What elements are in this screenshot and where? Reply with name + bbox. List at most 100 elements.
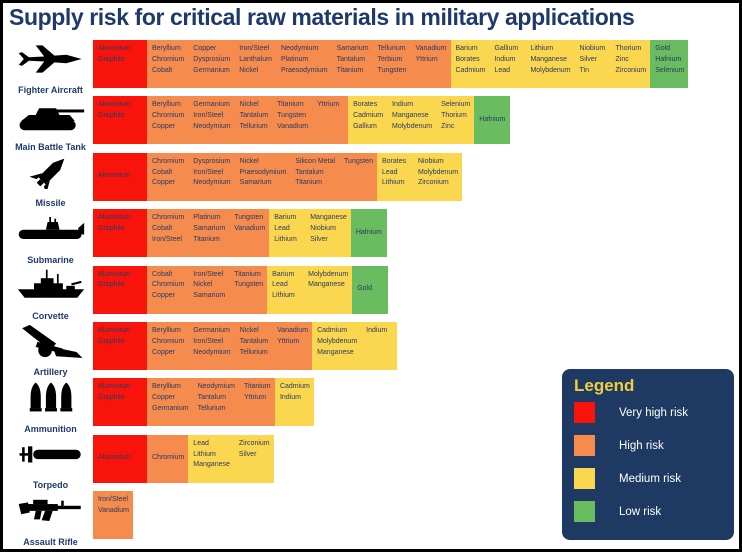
material-column: Indium Manganese Molybdenum bbox=[387, 96, 436, 133]
material-item: Samarium bbox=[193, 292, 226, 300]
material-column: Selenium Thorium Zinc bbox=[436, 96, 474, 133]
material-item: Lead bbox=[381, 168, 398, 176]
material-item: Lithium bbox=[272, 292, 295, 300]
material-item: Lead bbox=[193, 439, 209, 447]
material-column: Borates Cadmium Gallium bbox=[348, 96, 387, 133]
material-item: Selenium bbox=[655, 66, 685, 74]
material-item: Lead bbox=[274, 225, 290, 233]
material-item: Chromium bbox=[152, 337, 185, 345]
material-column: Germanium Iron/Steel Neodymium bbox=[188, 322, 234, 359]
material-item: Cobalt bbox=[152, 225, 173, 233]
low-risk-block: Hafnium bbox=[474, 96, 511, 145]
material-item: Manganese bbox=[530, 55, 568, 63]
material-column: Beryllium Copper Germanium bbox=[147, 378, 193, 415]
medium-risk-block: Borates Cadmium Gallium Indium Manganese Moly… bbox=[348, 96, 475, 145]
material-item: Cadmium bbox=[353, 112, 384, 120]
very_high-risk-block: Aluminium Graphite bbox=[93, 378, 147, 427]
equipment-icon-cell: Assault Rifle bbox=[8, 491, 93, 547]
material-item: Neodymium bbox=[197, 383, 235, 391]
material-item: Lead bbox=[494, 66, 511, 74]
material-item: Borates bbox=[353, 101, 378, 109]
material-item: Neodymium bbox=[193, 348, 231, 356]
medium-risk-block: Lead Lithium Manganese Zirconium Silver bbox=[188, 434, 274, 483]
high-risk-block: Beryllium Chromium Copper Germanium Iron/Ste… bbox=[147, 96, 349, 145]
material-item: Beryllium bbox=[152, 383, 181, 391]
main-battle-tank-icon bbox=[16, 98, 86, 132]
material-item: Platinum bbox=[280, 55, 309, 63]
risk-band: Aluminium Graphite Beryllium Copper Germaniu… bbox=[93, 378, 314, 427]
material-item: Copper bbox=[152, 179, 175, 187]
material-item: Vanadium bbox=[415, 45, 447, 52]
material-item: Aluminium bbox=[98, 270, 131, 278]
material-item: Silicon Metal bbox=[295, 157, 336, 165]
material-column: Platinum Samarium Titanium bbox=[188, 209, 229, 246]
equipment-label: Torpedo bbox=[32, 480, 69, 491]
very_high-risk-block: Aluminium Graphite bbox=[93, 209, 147, 258]
low-risk-block: Gold bbox=[352, 265, 389, 314]
material-column: Manganese Niobium Silver bbox=[305, 209, 351, 246]
low-risk-block: Gold Hafnium Selenium bbox=[650, 40, 689, 88]
material-column: Zirconium Silver bbox=[234, 435, 274, 461]
material-item: Gallium bbox=[494, 45, 519, 52]
equipment-label: Missile bbox=[35, 198, 66, 209]
material-column: Tungsten Vanadium bbox=[229, 209, 269, 235]
material-item: Indium bbox=[494, 55, 516, 63]
material-item: Vanadium bbox=[277, 326, 309, 334]
material-item: Titanium bbox=[193, 235, 220, 243]
equipment-row-missile: Missile Aluminium Chromium Cobalt Copper Dys… bbox=[8, 152, 737, 209]
material-item: Chromium bbox=[152, 281, 185, 289]
high-risk-block: Chromium bbox=[147, 434, 189, 483]
equipment-row-main-battle-tank: Main Battle Tank Aluminium Graphite Beryll… bbox=[8, 96, 737, 152]
material-item: Nickel bbox=[239, 326, 259, 334]
material-item: Borates bbox=[381, 157, 407, 165]
material-column: Hafnium bbox=[351, 228, 387, 239]
material-item: Copper bbox=[152, 348, 175, 356]
material-item: Iron/Steel bbox=[239, 45, 270, 52]
material-item: Vanadium bbox=[98, 506, 130, 514]
material-item: Aluminium bbox=[98, 214, 131, 222]
material-item: Chromium bbox=[152, 214, 185, 222]
material-item: Tantalum bbox=[239, 337, 269, 345]
very_high-risk-block: Aluminium bbox=[93, 152, 147, 201]
material-column: Tellurium Terbium Tungsten bbox=[373, 40, 411, 77]
equipment-label: Main Battle Tank bbox=[15, 141, 86, 152]
equipment-row-submarine: Submarine Aluminium Graphite Chromium Cobal… bbox=[8, 209, 737, 265]
material-item: Tungsten bbox=[277, 112, 306, 120]
material-column: Neodymium Platinum Praesodymium bbox=[276, 40, 332, 77]
very_high-risk-block: Aluminium Graphite bbox=[93, 321, 147, 370]
material-item: Cadmium bbox=[455, 66, 486, 74]
material-item: Vanadium bbox=[277, 123, 309, 131]
material-column: Indium bbox=[361, 322, 397, 337]
material-column: Aluminium bbox=[93, 453, 135, 464]
material-column: Yttrium bbox=[312, 96, 348, 111]
material-item: Indium bbox=[366, 326, 388, 334]
material-item: Tungsten bbox=[377, 66, 407, 74]
material-column: Titanium Tungsten Vanadium bbox=[272, 96, 312, 133]
material-column: Niobium Silver Tin bbox=[575, 40, 611, 77]
equipment-label: Submarine bbox=[27, 254, 74, 265]
material-column: Chromium Cobalt Iron/Steel bbox=[147, 209, 188, 246]
medium-risk-block: Cadmium Indium bbox=[274, 378, 314, 427]
material-item: Praesodymium bbox=[239, 168, 287, 176]
material-item: Nickel bbox=[239, 101, 259, 109]
material-item: Molybdenum bbox=[417, 168, 459, 176]
material-item: Neodymium bbox=[193, 123, 231, 131]
material-item: Cobalt bbox=[152, 168, 173, 176]
legend-item-very_high: Very high risk bbox=[574, 402, 724, 423]
equipment-row-fighter-aircraft: Fighter Aircraft Aluminium Graphite Beryll… bbox=[8, 40, 737, 96]
material-item: Niobium bbox=[579, 45, 606, 52]
equipment-row-artillery: Artillery Aluminium Graphite Beryllium Chro… bbox=[8, 321, 737, 378]
material-item: Manganese bbox=[392, 112, 429, 120]
risk-band: Aluminium Graphite Beryllium Chromium Copper… bbox=[93, 321, 398, 370]
material-column: Tungsten bbox=[339, 153, 377, 168]
equipment-icon-cell: Ammunition bbox=[8, 378, 93, 434]
material-item: Manganese bbox=[310, 214, 347, 222]
very_high-risk-block: Aluminium Graphite bbox=[93, 40, 147, 88]
material-item: Indium bbox=[392, 101, 414, 109]
material-item: Aluminium bbox=[98, 101, 131, 109]
material-item: Niobium bbox=[310, 225, 336, 233]
material-item: Thorium bbox=[441, 112, 467, 120]
material-item: Gold bbox=[655, 45, 671, 52]
high-risk-block: Beryllium Chromium Cobalt Copper Dysprosium G… bbox=[147, 40, 451, 88]
low-risk-block: Hafnium bbox=[350, 209, 387, 258]
